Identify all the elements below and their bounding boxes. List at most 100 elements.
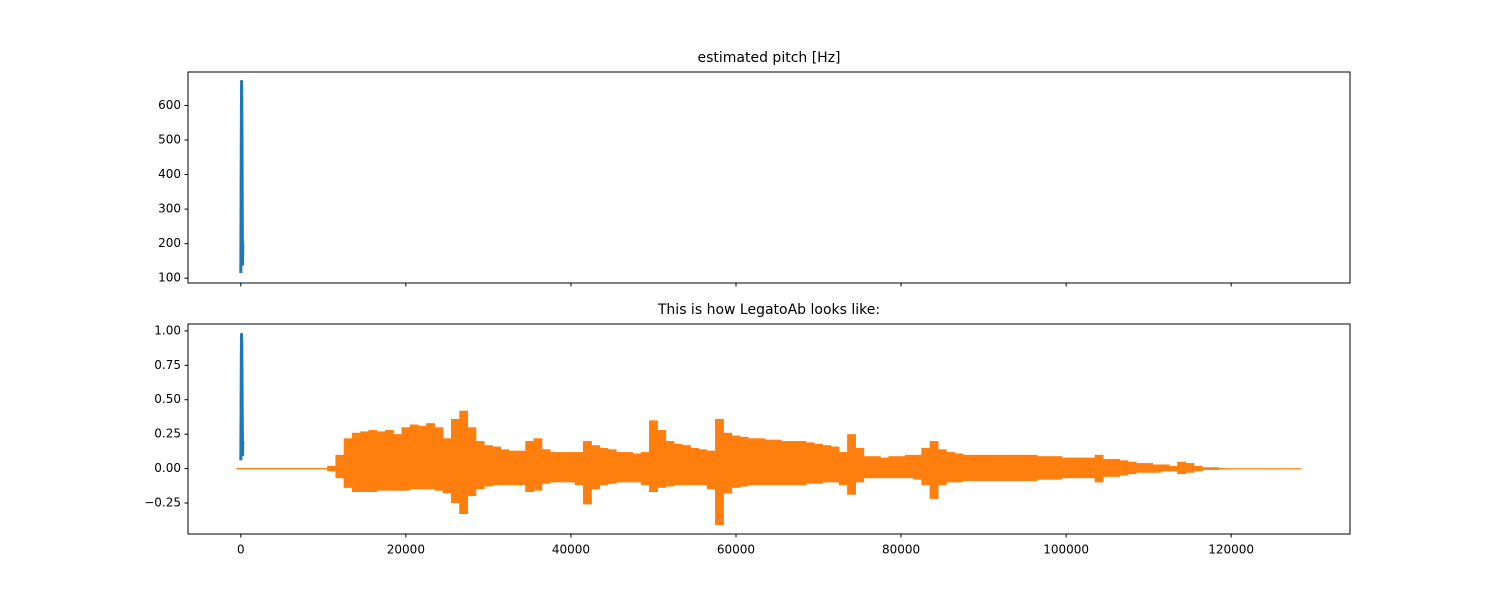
waveform-segment <box>1152 464 1162 473</box>
waveform-segment <box>434 427 444 491</box>
waveform-segment <box>376 431 386 491</box>
waveform-segment <box>838 452 848 486</box>
waveform-segment <box>500 449 510 486</box>
axes-frame <box>187 71 1351 284</box>
waveform-segment <box>516 450 526 486</box>
waveform-segment <box>566 452 576 483</box>
waveform-segment <box>954 453 964 483</box>
waveform-segment <box>1078 457 1088 479</box>
waveform-segment <box>583 441 592 505</box>
waveform-segment <box>492 446 502 486</box>
waveform-segment <box>937 449 947 486</box>
plot-area <box>239 79 245 273</box>
y-tick-label: −0.25 <box>144 496 181 510</box>
waveform-segment <box>995 454 1005 481</box>
waveform-segment <box>549 452 559 483</box>
waveform-segment <box>979 454 989 481</box>
waveform-segment <box>921 447 931 486</box>
waveform-segment <box>541 449 551 484</box>
waveform-segment <box>1276 468 1286 470</box>
waveform-segment <box>1003 454 1013 481</box>
waveform-segment <box>1259 468 1269 470</box>
waveform-segment <box>384 430 394 491</box>
waveform-segment <box>525 441 535 492</box>
waveform-segment <box>640 452 650 486</box>
x-tick-label: 100000 <box>1043 543 1089 557</box>
waveform-segment <box>913 454 922 480</box>
axes-frame <box>187 323 1351 535</box>
waveform-segment <box>1193 465 1203 472</box>
waveform-segment <box>632 453 642 483</box>
waveform-segment <box>904 454 914 479</box>
waveform-segment <box>368 430 378 492</box>
waveform-segment <box>450 419 460 504</box>
waveform-segment <box>616 452 625 483</box>
waveform-segment <box>1135 463 1145 473</box>
waveform-segment <box>731 435 741 488</box>
waveform-segment <box>1160 464 1170 472</box>
waveform-segment <box>871 456 881 479</box>
waveform-segment <box>657 430 667 488</box>
line-series <box>239 79 245 273</box>
waveform-segment <box>880 457 889 479</box>
waveform-segment <box>748 438 757 486</box>
waveform-segment <box>574 452 584 486</box>
waveform-segment <box>649 420 658 492</box>
waveform-segment <box>252 467 262 470</box>
waveform-segment <box>1119 460 1129 476</box>
waveform-segment <box>401 427 411 491</box>
waveform-segment <box>1284 468 1294 470</box>
waveform-segment <box>814 443 823 484</box>
waveform-segment <box>1177 461 1187 475</box>
waveform-segment <box>277 467 287 470</box>
plot-area <box>236 332 1302 526</box>
waveform-segment <box>1251 468 1261 470</box>
waveform-segment <box>1086 457 1096 479</box>
waveform-segment <box>327 465 337 472</box>
waveform-segment <box>294 467 304 470</box>
waveform-segment <box>756 438 766 486</box>
waveform-segment <box>772 439 782 486</box>
y-tick-label: 500 <box>158 133 181 147</box>
waveform-segment <box>1036 456 1046 480</box>
waveform-segment <box>1111 458 1121 477</box>
waveform-segment <box>409 424 419 490</box>
waveform-segment <box>987 454 997 481</box>
waveform-segment <box>1218 467 1228 470</box>
waveform-segment <box>1292 468 1302 470</box>
waveform-segment <box>599 447 609 486</box>
waveform-segment <box>1094 454 1104 483</box>
y-tick-label: 0.50 <box>154 392 181 406</box>
waveform-segment <box>467 427 477 497</box>
y-tick-label: 100 <box>158 271 181 285</box>
waveform-segment <box>739 436 749 487</box>
waveform-segment <box>1012 454 1022 481</box>
waveform-segment <box>797 441 807 486</box>
y-tick-label: 600 <box>158 98 181 112</box>
x-tick-label: 120000 <box>1208 543 1254 557</box>
waveform-segment <box>269 467 279 470</box>
waveform-segment <box>706 450 716 490</box>
waveform-segment <box>1045 456 1055 480</box>
waveform-segment <box>896 456 906 479</box>
waveform-segment <box>781 441 790 486</box>
waveform-segment <box>1127 461 1137 475</box>
waveform-segment <box>863 456 873 479</box>
waveform-segment <box>558 452 568 483</box>
waveform-segment <box>335 454 345 479</box>
waveform-segment <box>302 467 312 470</box>
waveform-segment <box>929 441 939 499</box>
waveform-segment <box>442 438 452 494</box>
waveform-segment <box>690 447 700 486</box>
waveform-segment <box>962 454 972 481</box>
waveform-segment <box>1020 454 1030 481</box>
waveform-segment <box>236 467 246 470</box>
waveform-segment <box>682 445 691 486</box>
waveform-segment <box>393 434 403 491</box>
waveform-segment <box>475 441 485 490</box>
waveform-segment <box>1243 468 1253 470</box>
waveform-segment <box>888 456 898 479</box>
y-tick-label: 1.00 <box>154 323 181 337</box>
waveform-segment <box>360 431 370 492</box>
waveform-segment <box>764 439 774 486</box>
